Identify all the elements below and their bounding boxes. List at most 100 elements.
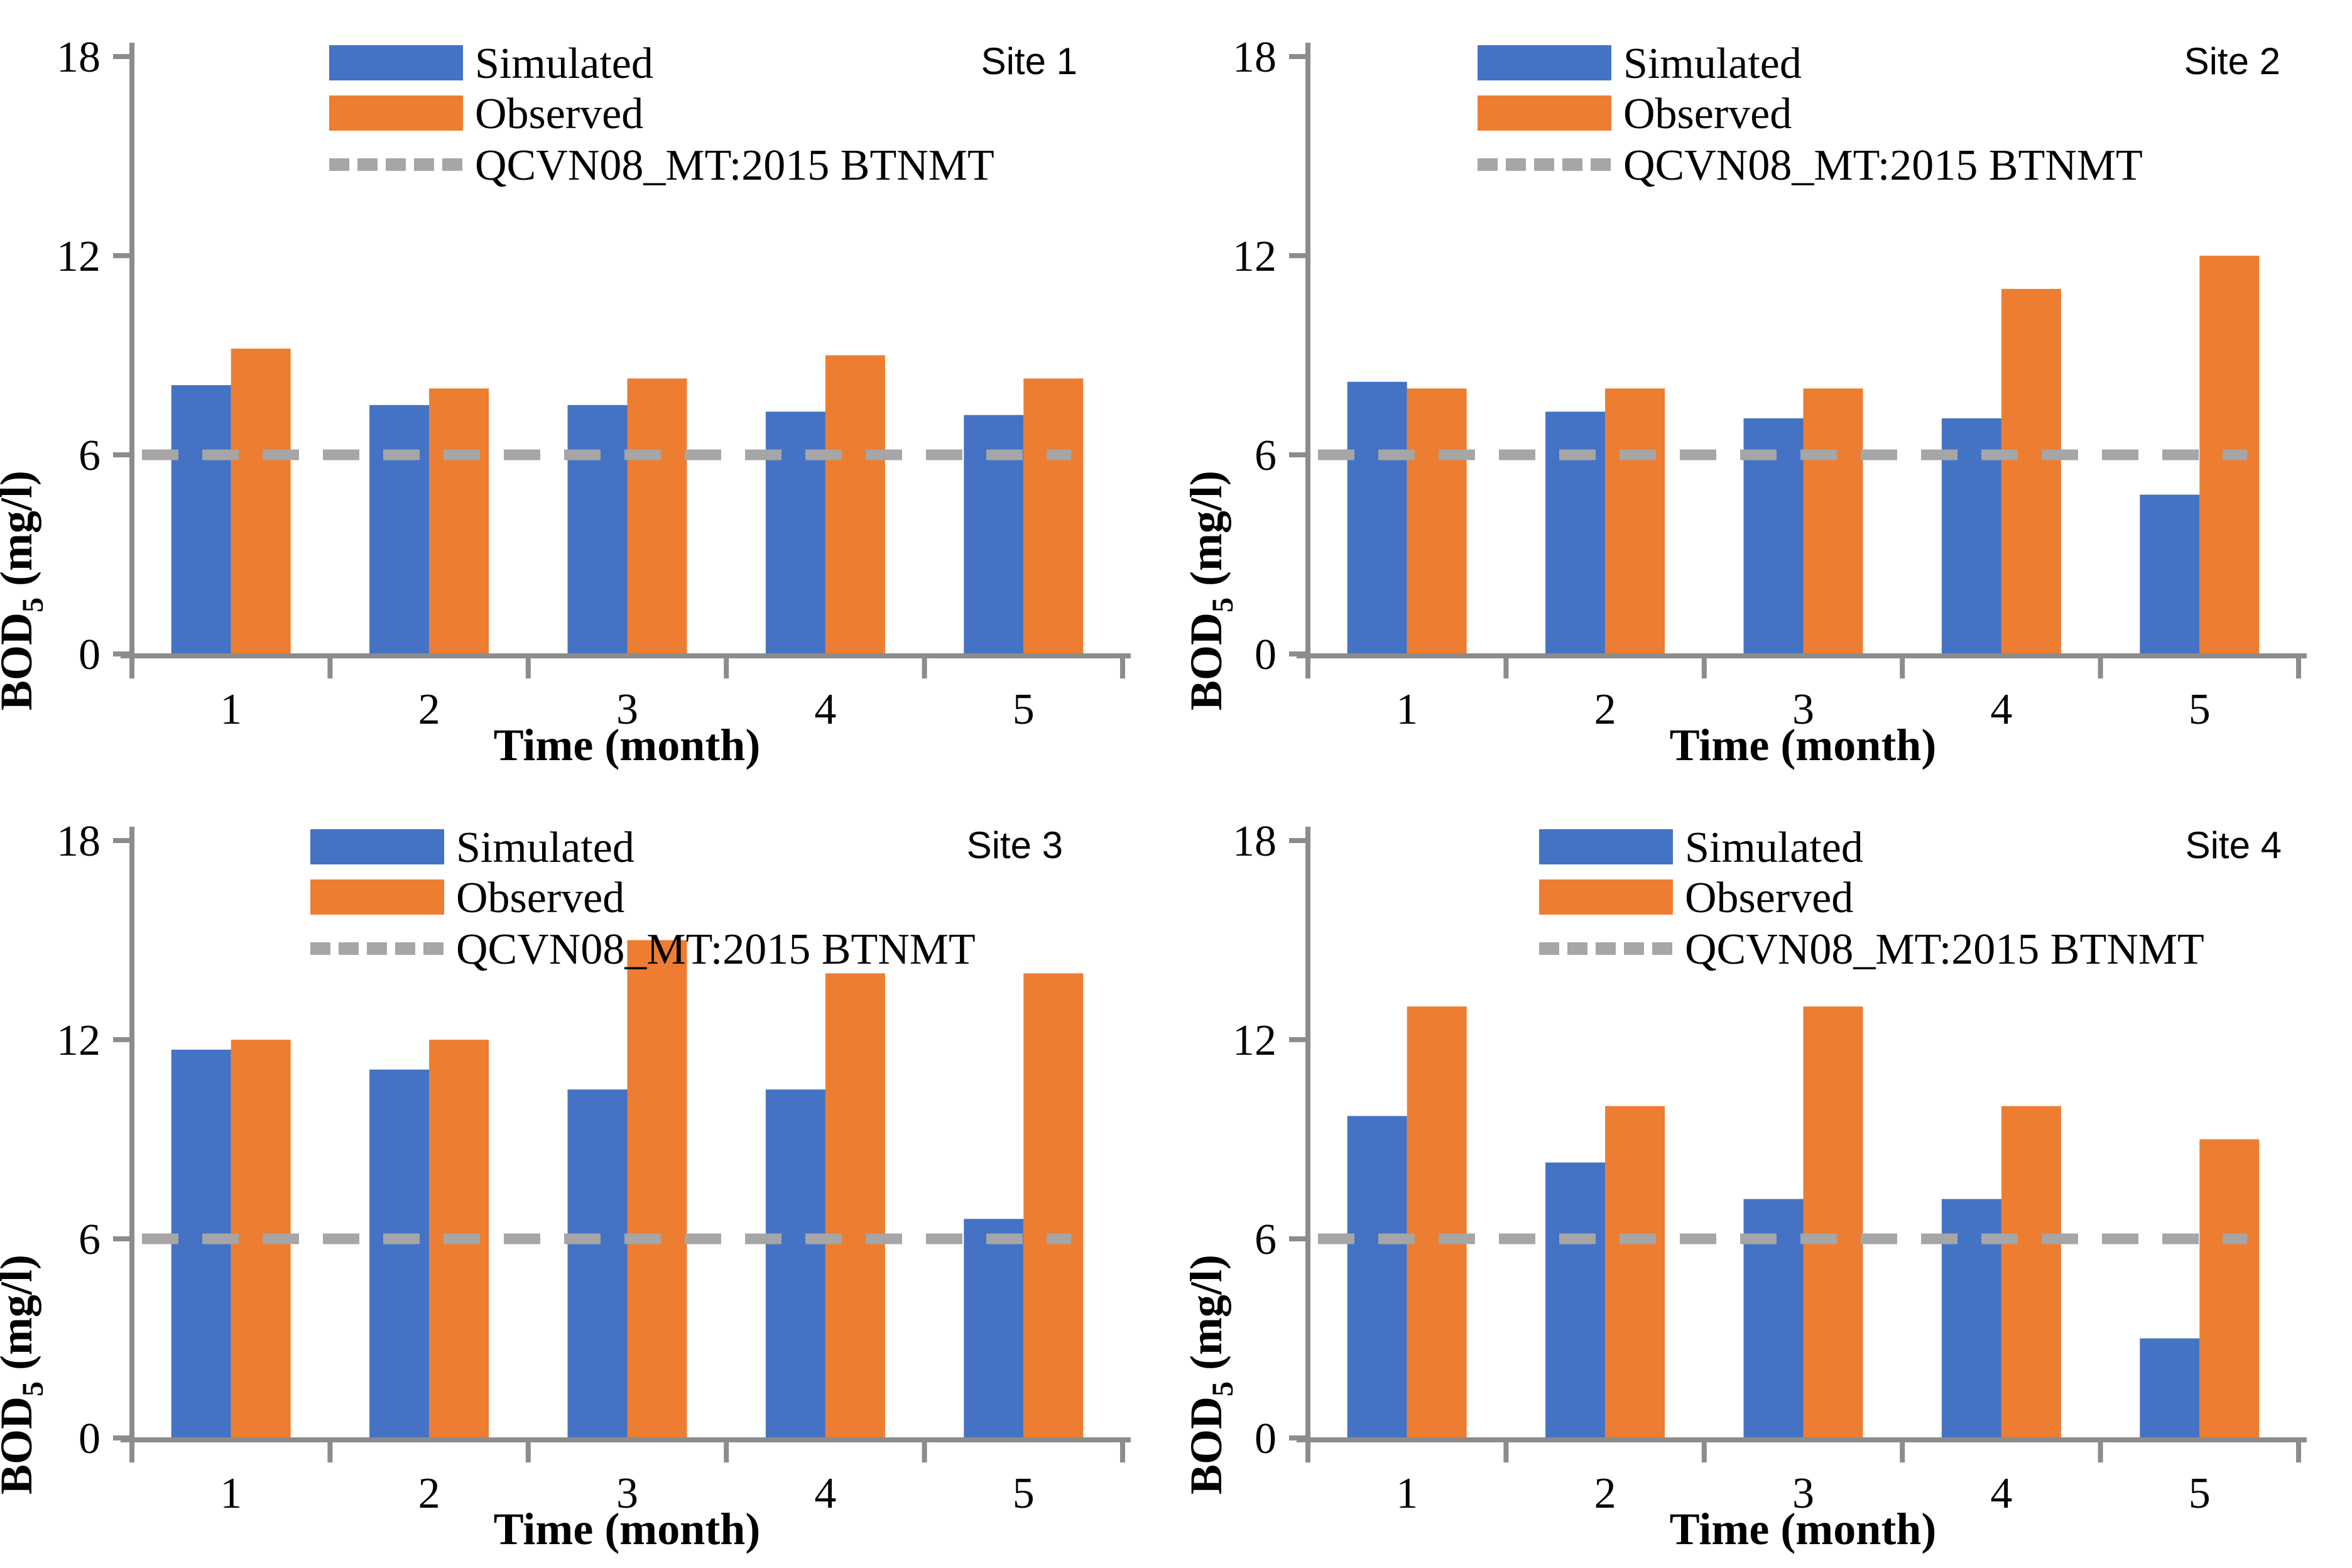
y-axis-title-suffix: (mg/l) xyxy=(1181,1255,1231,1381)
x-tick-label-5: 5 xyxy=(1013,685,1035,734)
bar-observed-month-3 xyxy=(627,940,687,1438)
legend-swatch-simulated xyxy=(1478,45,1611,80)
bar-observed-month-4 xyxy=(825,973,885,1438)
y-tick-label-18: 18 xyxy=(57,33,101,82)
legend-label-simulated: Simulated xyxy=(1623,40,1802,88)
bar-observed-month-1 xyxy=(1407,388,1467,654)
bar-simulated-month-4 xyxy=(765,411,825,654)
bar-simulated-month-3 xyxy=(567,405,628,654)
bar-observed-month-1 xyxy=(231,348,291,654)
y-tick-label-6: 6 xyxy=(79,432,101,480)
site-label: Site 3 xyxy=(967,824,1063,866)
x-tick-label-1: 1 xyxy=(220,1469,242,1518)
bar-simulated-month-5 xyxy=(964,1219,1024,1438)
bar-simulated-month-2 xyxy=(1545,1162,1606,1438)
y-axis-title-subscript: 5 xyxy=(16,1381,50,1396)
x-tick-label-2: 2 xyxy=(418,685,440,734)
y-axis-title-suffix: (mg/l) xyxy=(0,471,41,597)
bar-observed-month-2 xyxy=(1605,1106,1665,1438)
legend-swatch-observed xyxy=(310,879,444,915)
legend-swatch-simulated xyxy=(310,829,444,864)
site-label: Site 4 xyxy=(2186,824,2282,866)
bar-simulated-month-1 xyxy=(1347,1116,1407,1438)
x-tick-label-1: 1 xyxy=(1396,685,1418,734)
bar-simulated-month-2 xyxy=(369,1069,430,1438)
x-tick-label-4: 4 xyxy=(814,1469,836,1518)
bar-observed-month-1 xyxy=(1407,1006,1467,1438)
y-axis-title-prefix: BOD xyxy=(0,1396,41,1494)
y-tick-label-6: 6 xyxy=(1255,1216,1277,1264)
legend-label-observed: Observed xyxy=(475,90,643,138)
legend-label-observed: Observed xyxy=(1623,90,1792,138)
y-tick-label-0: 0 xyxy=(1255,631,1277,679)
y-axis-title-prefix: BOD xyxy=(0,612,41,710)
x-tick-label-3: 3 xyxy=(616,685,638,734)
bar-observed-month-3 xyxy=(1803,388,1863,654)
y-tick-label-12: 12 xyxy=(1233,232,1277,281)
y-axis-title-subscript: 5 xyxy=(16,597,50,612)
y-tick-label-18: 18 xyxy=(1233,33,1277,82)
y-tick-label-18: 18 xyxy=(57,817,101,866)
chart-site-3: 0 6 12 18 1 2 3 4 5 Time (month) BOD5 (mg/l) Simula… xyxy=(0,784,1176,1568)
legend-swatch-simulated xyxy=(1539,829,1673,864)
bar-simulated-month-5 xyxy=(2140,1338,2200,1438)
bar-observed-month-4 xyxy=(825,355,885,654)
legend-label-threshold: QCVN08_MT:2015 BTNMT xyxy=(456,925,976,974)
site-label: Site 1 xyxy=(981,40,1077,82)
y-tick-label-0: 0 xyxy=(79,1415,101,1463)
y-axis-title-prefix: BOD xyxy=(1181,612,1231,710)
legend-swatch-observed xyxy=(1539,879,1673,915)
y-tick-label-6: 6 xyxy=(1255,432,1277,480)
bar-observed-month-2 xyxy=(1605,388,1665,654)
y-tick-label-12: 12 xyxy=(57,232,101,281)
x-tick-label-2: 2 xyxy=(1594,685,1616,734)
legend-label-simulated: Simulated xyxy=(475,40,653,88)
bar-observed-month-4 xyxy=(2001,288,2061,654)
x-axis-title: Time (month) xyxy=(494,1504,761,1554)
legend-label-threshold: QCVN08_MT:2015 BTNMT xyxy=(1685,925,2204,974)
x-axis-title: Time (month) xyxy=(1670,720,1937,770)
x-tick-label-5: 5 xyxy=(2189,1469,2211,1518)
chart-site-1: 0 6 12 18 1 2 3 4 5 Time (month) BOD5 (mg/l) Simula… xyxy=(0,0,1176,784)
legend-swatch-observed xyxy=(1478,95,1611,131)
legend-swatch-observed xyxy=(329,95,463,131)
x-tick-label-3: 3 xyxy=(616,1469,638,1518)
y-axis-title: BOD5 (mg/l) xyxy=(0,471,50,710)
site-label: Site 2 xyxy=(2184,40,2280,82)
bar-simulated-month-4 xyxy=(765,1089,825,1438)
y-tick-label-0: 0 xyxy=(1255,1415,1277,1463)
legend-label-observed: Observed xyxy=(456,874,624,922)
x-tick-label-2: 2 xyxy=(418,1469,440,1518)
x-tick-label-5: 5 xyxy=(2189,685,2211,734)
legend-label-simulated: Simulated xyxy=(1685,824,1863,872)
bar-simulated-month-3 xyxy=(567,1089,628,1438)
y-tick-label-12: 12 xyxy=(57,1016,101,1065)
x-tick-label-4: 4 xyxy=(1990,1469,2012,1518)
bar-observed-month-2 xyxy=(429,388,489,654)
y-axis-title-suffix: (mg/l) xyxy=(1181,471,1231,597)
bar-simulated-month-1 xyxy=(171,385,231,654)
y-tick-label-18: 18 xyxy=(1233,817,1277,866)
x-axis-title: Time (month) xyxy=(1670,1504,1937,1554)
legend-swatch-simulated xyxy=(329,45,463,80)
x-tick-label-2: 2 xyxy=(1594,1469,1616,1518)
x-axis-title: Time (month) xyxy=(494,720,761,770)
chart-site-2: 0 6 12 18 1 2 3 4 5 Time (month) BOD5 (mg/l) Simula… xyxy=(1176,0,2352,784)
y-axis-title-suffix: (mg/l) xyxy=(0,1255,41,1381)
x-tick-label-1: 1 xyxy=(1396,1469,1418,1518)
y-axis-title: BOD5 (mg/l) xyxy=(1181,1255,1239,1494)
y-tick-label-6: 6 xyxy=(79,1216,101,1264)
y-tick-label-12: 12 xyxy=(1233,1016,1277,1065)
bar-observed-month-4 xyxy=(2001,1106,2061,1438)
x-tick-label-4: 4 xyxy=(814,685,836,734)
y-axis-title-prefix: BOD xyxy=(1181,1396,1231,1494)
legend-label-simulated: Simulated xyxy=(456,824,634,872)
bar-simulated-month-5 xyxy=(2140,494,2200,654)
x-tick-label-1: 1 xyxy=(220,685,242,734)
bar-simulated-month-2 xyxy=(1545,411,1606,654)
